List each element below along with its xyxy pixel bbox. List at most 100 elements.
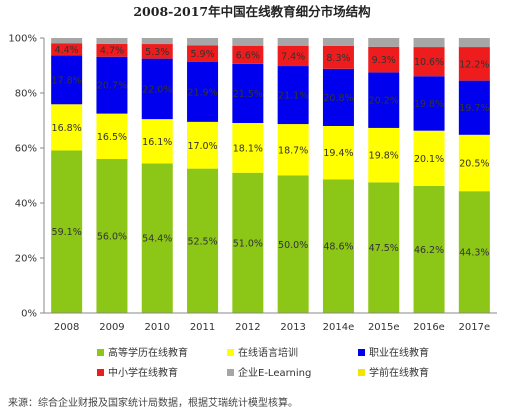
bar-segment	[51, 55, 83, 105]
data-label: 21.9%	[187, 87, 217, 98]
bar-segment	[458, 47, 490, 81]
data-label: 20.1%	[414, 154, 444, 165]
bar-segment	[141, 38, 173, 45]
data-label: 47.5%	[369, 243, 399, 254]
bar-segment	[187, 121, 219, 169]
data-label: 17.8%	[52, 75, 82, 86]
data-label: 20.2%	[369, 96, 399, 107]
bar-segment	[413, 130, 445, 186]
bar-segment	[232, 45, 264, 64]
y-tick-label: 0%	[21, 309, 37, 320]
bar-stacks: 59.1% 16.8% 17.8% 4.4% 56.0% 16.5% 20.7% 4.7% 54…	[51, 38, 490, 313]
legend-swatch	[227, 369, 234, 376]
legend-label: 在线语言培训	[238, 346, 298, 359]
bar-segment	[458, 38, 490, 48]
bar-segment	[141, 44, 173, 59]
bar-segment	[413, 47, 445, 77]
source-note: 来源：综合企业财报及国家统计局数据，根据艾瑞统计模型核算。	[8, 396, 298, 409]
bar-segment	[51, 150, 83, 313]
bar-segment	[187, 168, 219, 313]
bar-segment	[322, 45, 354, 69]
x-axis: 2008 2009 2010 2011 2012 2013 2014e 2015e 2016e 2…	[44, 312, 497, 333]
y-tick-label: 60%	[15, 144, 37, 155]
x-tick-label: 2009	[99, 322, 124, 333]
data-label: 16.8%	[52, 123, 82, 134]
data-label: 16.5%	[97, 132, 127, 143]
legend-swatch	[358, 369, 365, 376]
bar-segment	[277, 66, 309, 125]
y-tick-label: 40%	[15, 199, 37, 210]
bar-segment	[413, 76, 445, 131]
bar-segment	[187, 61, 219, 122]
bar-segment	[322, 38, 354, 46]
x-tick-label: 2016e	[413, 322, 445, 333]
x-tick-label: 2011	[190, 322, 215, 333]
x-tick-label: 2015e	[368, 322, 400, 333]
legend-label: 企业E-Learning	[238, 366, 311, 379]
bar-segment	[458, 191, 490, 313]
data-label: 51.0%	[233, 238, 263, 249]
x-tick-label: 2017e	[459, 322, 491, 333]
data-label: 46.2%	[414, 245, 444, 256]
data-label: 22.0%	[142, 84, 172, 95]
chart-title: 2008-2017年中国在线教育细分市场结构	[133, 4, 370, 19]
data-label: 10.6%	[414, 57, 444, 68]
bar-segment	[96, 159, 128, 313]
bar-segment	[232, 38, 264, 46]
data-label: 18.7%	[278, 145, 308, 156]
data-label: 19.4%	[323, 148, 353, 159]
data-label: 17.0%	[187, 141, 217, 152]
bar-segment	[322, 68, 354, 126]
data-label: 7.4%	[281, 51, 305, 62]
legend-swatch	[97, 349, 104, 356]
legend-label: 职业在线教育	[369, 346, 429, 359]
bar-segment	[96, 56, 128, 114]
data-label: 52.5%	[187, 236, 217, 247]
data-label: 19.8%	[369, 151, 399, 162]
data-label: 4.7%	[100, 46, 124, 57]
data-label: 54.4%	[142, 234, 172, 245]
bar-segment	[232, 122, 264, 173]
data-label: 59.1%	[52, 227, 82, 238]
bar-segment	[51, 104, 83, 151]
bar-segment	[51, 38, 83, 44]
bar-segment	[187, 45, 219, 62]
bar-segment	[322, 179, 354, 313]
data-label: 6.6%	[236, 50, 260, 61]
bar-segment	[277, 45, 309, 67]
data-label: 21.1%	[278, 91, 308, 102]
y-tick-label: 80%	[15, 89, 37, 100]
legend-label: 学前在线教育	[369, 366, 429, 379]
x-tick-label: 2014e	[323, 322, 355, 333]
bar-segment	[96, 43, 128, 57]
data-label: 20.5%	[459, 158, 489, 169]
y-tick-label: 100%	[8, 34, 37, 45]
x-tick-label: 2012	[235, 322, 260, 333]
data-label: 9.3%	[372, 55, 396, 66]
data-label: 8.3%	[326, 53, 350, 64]
bar-segment	[51, 43, 83, 56]
bar-segment	[368, 46, 400, 73]
legend-swatch	[97, 369, 104, 376]
legend-swatch	[358, 349, 365, 356]
legend-swatch	[227, 349, 234, 356]
data-label: 5.3%	[145, 47, 169, 58]
data-label: 56.0%	[97, 232, 127, 243]
bar-segment	[96, 38, 128, 44]
bar-segment	[277, 124, 309, 176]
bar-segment	[96, 113, 128, 159]
bar-segment	[368, 127, 400, 183]
data-label: 4.4%	[55, 45, 79, 56]
data-label: 20.8%	[323, 93, 353, 104]
x-tick-label: 2010	[145, 322, 170, 333]
bar-segment	[141, 119, 173, 164]
bar-segment	[141, 58, 173, 120]
bar-segment	[368, 38, 400, 47]
x-tick-label: 2013	[280, 322, 305, 333]
data-label: 44.3%	[459, 248, 489, 259]
bar-segment	[232, 172, 264, 313]
bar-segment	[187, 38, 219, 46]
bar-segment	[458, 80, 490, 135]
